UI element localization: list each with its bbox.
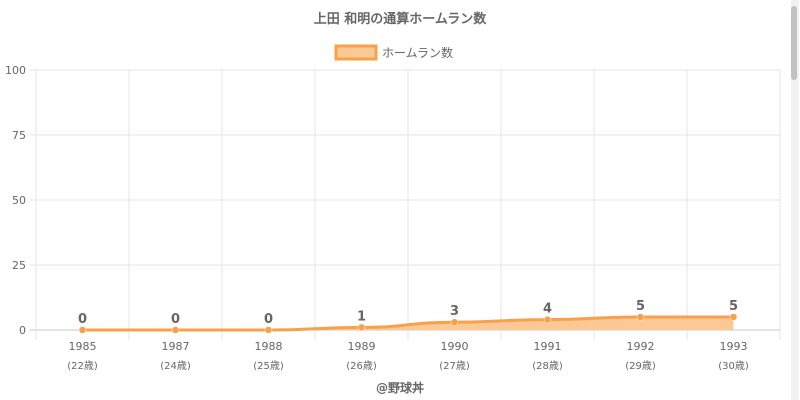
legend-swatch	[334, 44, 378, 61]
data-point[interactable]	[450, 318, 459, 326]
data-point[interactable]	[264, 326, 273, 334]
data-point[interactable]	[636, 313, 645, 321]
series-line	[82, 315, 734, 332]
data-label: 3	[450, 304, 459, 319]
data-label: 0	[264, 312, 273, 327]
data-point[interactable]	[78, 326, 87, 334]
data-point[interactable]	[543, 315, 552, 324]
x-tick-label: 1988	[255, 340, 283, 353]
x-tick-label: 1990	[441, 340, 469, 353]
y-tick-label: 50	[12, 194, 26, 207]
x-tick-sublabel: (22歳)	[67, 360, 98, 372]
x-tick-sublabel: (30歳)	[718, 360, 749, 372]
x-tick-sublabel: (25歳)	[253, 360, 284, 372]
x-tick-sublabel: (27歳)	[439, 360, 470, 372]
x-axis-ticks: 1985 (22歳) 1987 (24歳) 1988 (25歳) 1989 (26歳) 1990…	[67, 340, 749, 372]
data-label: 5	[636, 299, 645, 314]
legend[interactable]: ホームラン数	[334, 44, 453, 61]
data-label: 5	[729, 299, 738, 314]
x-tick-sublabel: (29歳)	[625, 360, 656, 372]
data-label: 0	[171, 312, 180, 327]
y-axis-ticks: 0 25 50 75 100	[5, 64, 26, 337]
y-tick-label: 0	[19, 324, 26, 337]
data-point[interactable]	[357, 323, 366, 332]
chart-title: 上田 和明の通算ホームラン数	[314, 11, 487, 27]
data-labels: 0 0 0 1 3 4 5 5	[78, 299, 738, 327]
data-label: 0	[78, 312, 87, 327]
credit-text: @野球丼	[376, 380, 424, 395]
scrollbar-thumb[interactable]	[791, 6, 797, 80]
x-tick-label: 1993	[720, 340, 748, 353]
y-tick-label: 100	[5, 64, 26, 77]
data-label: 4	[543, 302, 552, 317]
x-tick-label: 1987	[162, 340, 190, 353]
y-tick-label: 75	[12, 129, 26, 142]
x-tick-sublabel: (28歳)	[532, 360, 563, 372]
legend-label: ホームラン数	[382, 45, 453, 60]
grid	[30, 69, 781, 340]
x-tick-label: 1985	[69, 340, 97, 353]
x-tick-sublabel: (24歳)	[160, 360, 191, 372]
y-tick-label: 25	[12, 259, 26, 272]
x-tick-label: 1989	[348, 340, 376, 353]
x-tick-label: 1991	[534, 340, 562, 353]
data-label: 1	[357, 309, 366, 324]
scrollbar[interactable]	[791, 0, 799, 400]
data-point[interactable]	[171, 326, 180, 334]
data-point[interactable]	[729, 313, 738, 321]
x-tick-sublabel: (26歳)	[346, 360, 377, 372]
x-tick-label: 1992	[627, 340, 655, 353]
data-points	[78, 313, 738, 334]
